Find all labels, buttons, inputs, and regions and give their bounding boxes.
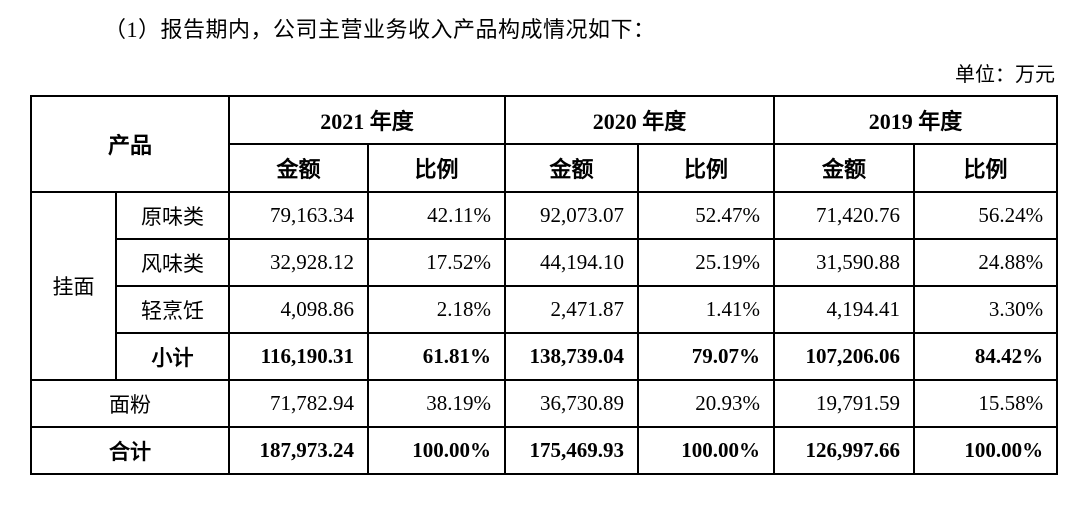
table-row-original-flavor: 挂面 原味类 79,163.34 42.11% 92,073.07 52.47%… [30, 191, 1059, 381]
amount-cell: 175,469.93 [504, 426, 640, 475]
amount-cell: 187,973.24 [228, 426, 370, 475]
ratio-cell: 20.93% [637, 379, 776, 428]
amount-cell: 71,420.76 [773, 191, 916, 240]
amount-cell: 116,190.31 [228, 332, 370, 381]
header-amount-2020: 金额 [504, 143, 640, 193]
header-year-2020: 2020 年度 [504, 95, 776, 145]
row-label: 轻烹饪 [114, 285, 231, 334]
amount-cell: 32,928.12 [228, 238, 370, 287]
row-label: 原味类 [114, 191, 231, 240]
header-ratio-2020: 比例 [637, 143, 776, 193]
amount-cell: 71,782.94 [228, 379, 370, 428]
row-label-flour: 面粉 [29, 379, 231, 428]
header-product: 产品 [29, 95, 231, 193]
ratio-cell: 100.00% [637, 426, 776, 475]
amount-cell: 4,098.86 [228, 285, 370, 334]
amount-cell: 126,997.66 [773, 426, 916, 475]
ratio-cell: 25.19% [637, 238, 776, 287]
amount-cell: 44,194.10 [504, 238, 640, 287]
amount-cell: 92,073.07 [504, 191, 640, 240]
table-row-light-cooking: 轻烹饪 4,098.86 2.18% 2,471.87 1.41% 4,194.… [31, 285, 1059, 334]
amount-cell: 107,206.06 [773, 332, 916, 381]
ratio-cell: 56.24% [913, 191, 1059, 240]
ratio-cell: 42.11% [367, 191, 507, 240]
amount-cell: 19,791.59 [773, 379, 916, 428]
row-label: 风味类 [114, 238, 231, 287]
ratio-cell: 79.07% [637, 332, 776, 381]
table-row-total: 合计 187,973.24 100.00% 175,469.93 100.00%… [29, 426, 1059, 475]
header-row-years: 产品 2021 年度 2020 年度 2019 年度 [29, 95, 1059, 193]
table-row-flour: 面粉 71,782.94 38.19% 36,730.89 20.93% 19,… [29, 379, 1059, 428]
header-row-subcolumns: 金额 比例 金额 比例 金额 比例 [31, 143, 1059, 193]
header-year-2021: 2021 年度 [228, 95, 507, 145]
page-title: （1）报告期内，公司主营业务收入产品构成情况如下： [104, 17, 656, 42]
table-row-seasoned-flavor: 风味类 32,928.12 17.52% 44,194.10 25.19% 31… [31, 238, 1059, 287]
amount-cell: 138,739.04 [504, 332, 640, 381]
ratio-cell: 38.19% [367, 379, 507, 428]
unit-label: 单位：万元 [955, 64, 1055, 86]
ratio-cell: 52.47% [637, 191, 776, 240]
header-amount-2019: 金额 [773, 143, 916, 193]
ratio-cell: 61.81% [367, 332, 507, 381]
ratio-cell: 100.00% [913, 426, 1059, 475]
ratio-cell: 17.52% [367, 238, 507, 287]
ratio-cell: 1.41% [637, 285, 776, 334]
amount-cell: 4,194.41 [773, 285, 916, 334]
amount-cell: 36,730.89 [504, 379, 640, 428]
ratio-cell: 3.30% [913, 285, 1059, 334]
header-year-2019: 2019 年度 [773, 95, 1059, 145]
amount-cell: 79,163.34 [228, 191, 370, 240]
table-row-subtotal: 小计 116,190.31 61.81% 138,739.04 79.07% 1… [31, 332, 1059, 381]
row-label-subtotal: 小计 [114, 332, 231, 381]
revenue-composition-table: 产品 2021 年度 2020 年度 2019 年度 金额 比例 金额 比例 金… [29, 95, 1059, 475]
ratio-cell: 100.00% [367, 426, 507, 475]
row-label-total: 合计 [29, 426, 231, 475]
ratio-cell: 84.42% [913, 332, 1059, 381]
header-amount-2021: 金额 [228, 143, 370, 193]
ratio-cell: 2.18% [367, 285, 507, 334]
ratio-cell: 15.58% [913, 379, 1059, 428]
header-ratio-2019: 比例 [913, 143, 1059, 193]
group-label-noodles: 挂面 [30, 191, 117, 381]
amount-cell: 31,590.88 [773, 238, 916, 287]
ratio-cell: 24.88% [913, 238, 1059, 287]
amount-cell: 2,471.87 [504, 285, 640, 334]
header-ratio-2021: 比例 [367, 143, 507, 193]
